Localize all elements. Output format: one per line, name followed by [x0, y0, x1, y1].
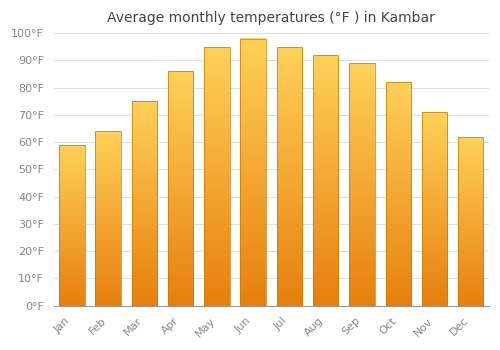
Bar: [422, 112, 447, 306]
Bar: [458, 137, 483, 306]
Bar: [204, 47, 230, 306]
Bar: [240, 38, 266, 306]
Bar: [276, 47, 302, 306]
Bar: [132, 102, 157, 306]
Bar: [168, 71, 194, 306]
Bar: [313, 55, 338, 306]
Bar: [386, 82, 411, 306]
Bar: [59, 145, 84, 306]
Bar: [96, 131, 121, 306]
Title: Average monthly temperatures (°F ) in Kambar: Average monthly temperatures (°F ) in Ka…: [108, 11, 435, 25]
Bar: [350, 63, 374, 306]
